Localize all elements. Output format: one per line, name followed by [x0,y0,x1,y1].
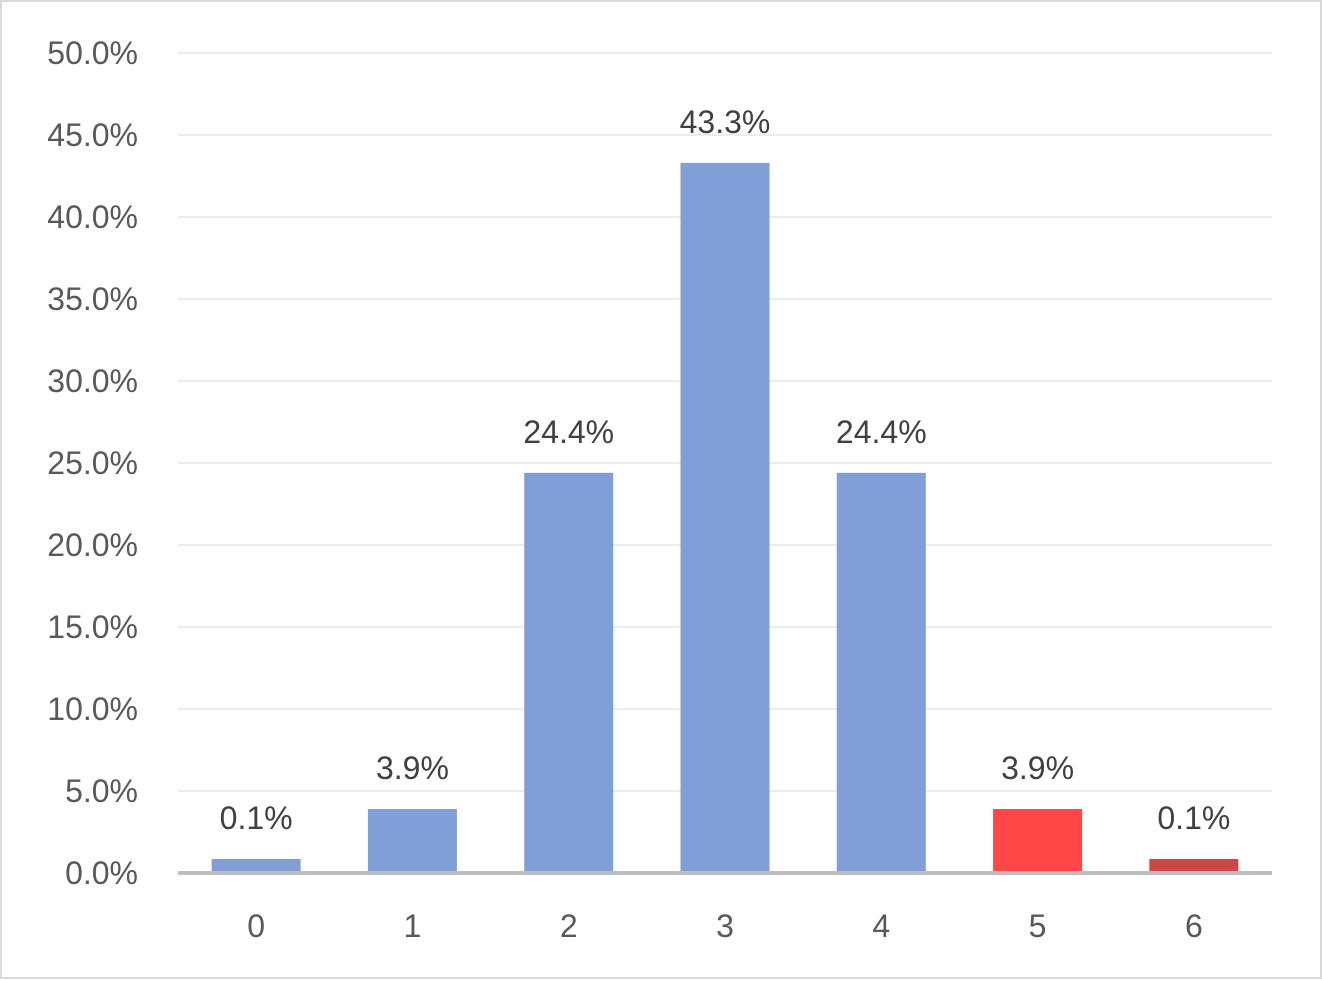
x-axis-tick-labels: 0 1 2 3 4 5 6 [247,908,1203,944]
x-tick-label-5: 5 [1029,908,1047,944]
y-tick-label: 40.0% [47,199,138,235]
data-label-0: 0.1% [220,800,293,836]
data-label-2: 24.4% [523,414,614,450]
y-tick-label: 35.0% [47,281,138,317]
bar-2 [524,472,614,873]
bar-3 [680,162,770,873]
y-tick-label: 0.0% [65,855,138,891]
x-tick-label-3: 3 [716,908,734,944]
y-tick-label: 30.0% [47,363,138,399]
x-tick-label-1: 1 [404,908,422,944]
y-tick-label: 45.0% [47,117,138,153]
y-tick-label: 15.0% [47,609,138,645]
x-tick-label-4: 4 [872,908,890,944]
data-labels: 0.1% 3.9% 24.4% 43.3% 24.4% 3.9% 0.1% [220,104,1231,836]
data-label-3: 43.3% [680,104,771,140]
x-tick-label-6: 6 [1185,908,1203,944]
y-tick-label: 20.0% [47,527,138,563]
x-tick-label-0: 0 [247,908,265,944]
bars [211,162,1239,873]
x-tick-label-2: 2 [560,908,578,944]
bar-6 [1149,859,1239,873]
data-label-5: 3.9% [1001,750,1074,786]
data-label-6: 0.1% [1157,800,1230,836]
y-tick-label: 10.0% [47,691,138,727]
y-tick-label: 5.0% [65,773,138,809]
data-label-1: 3.9% [376,750,449,786]
bar-4 [836,472,926,873]
bar-0 [211,859,301,873]
y-axis-tick-labels: 0.0% 5.0% 10.0% 15.0% 20.0% 25.0% 30.0% 35.0% 40… [47,35,138,891]
bar-1 [367,809,457,873]
data-label-4: 24.4% [836,414,927,450]
y-tick-label: 50.0% [47,35,138,71]
y-tick-label: 25.0% [47,445,138,481]
bar-5 [993,809,1083,873]
